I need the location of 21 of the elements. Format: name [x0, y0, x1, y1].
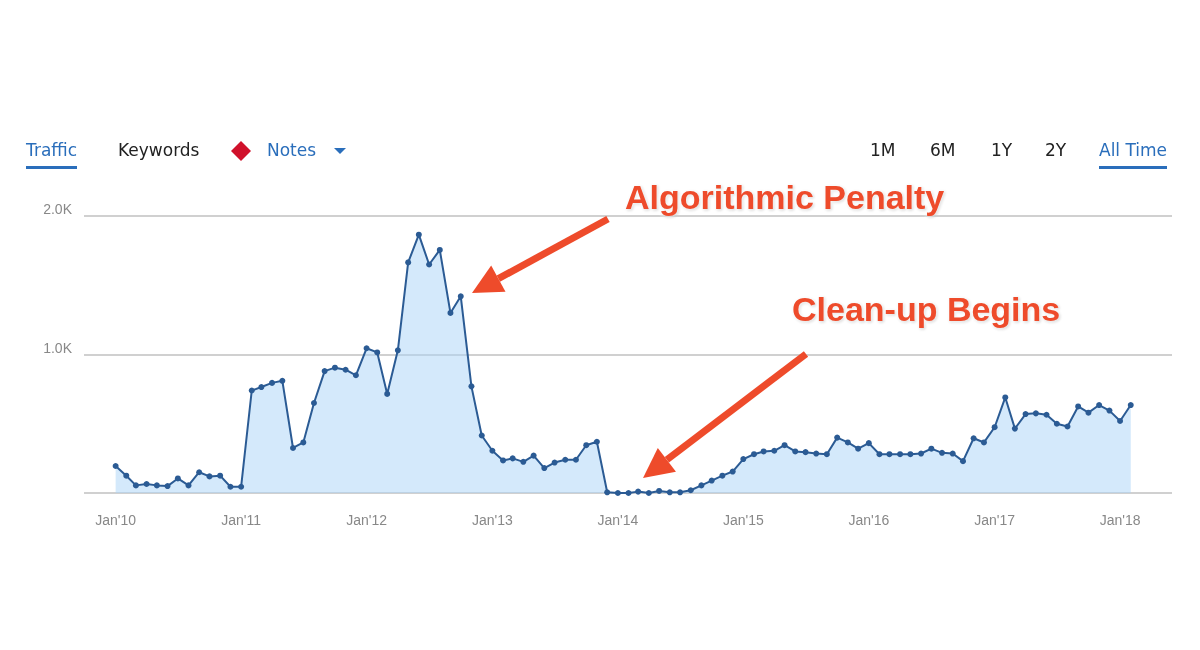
y-tick-label: 2.0K: [43, 201, 73, 217]
annotation: Clean-up Begins: [792, 290, 1061, 329]
text: 1M: [870, 140, 896, 162]
y-tick-label: 1.0K: [43, 339, 73, 356]
x-tick-label: Jan'13: [471, 512, 513, 528]
x-tick-label: Jan'12: [346, 512, 388, 528]
x-tick-label: Jan'18: [1099, 512, 1141, 528]
x-tick-label: Jan'15: [722, 512, 764, 528]
x-tick-label: Jan'10: [95, 512, 137, 528]
annotation: Algorithmic Penalty: [625, 178, 945, 217]
x-tick-label: Jan'17: [974, 512, 1016, 528]
text: Keywords: [118, 140, 200, 162]
text: 2Y: [1045, 140, 1067, 162]
text: All Time: [1099, 140, 1168, 169]
x-tick-label: Jan'14: [597, 512, 639, 528]
text: Notes: [267, 140, 317, 162]
text: 1Y: [991, 140, 1013, 162]
x-tick-label: Jan'11: [221, 512, 262, 528]
text: Traffic: [26, 140, 78, 169]
text: 6M: [930, 140, 956, 162]
x-tick-label: Jan'16: [848, 512, 890, 528]
